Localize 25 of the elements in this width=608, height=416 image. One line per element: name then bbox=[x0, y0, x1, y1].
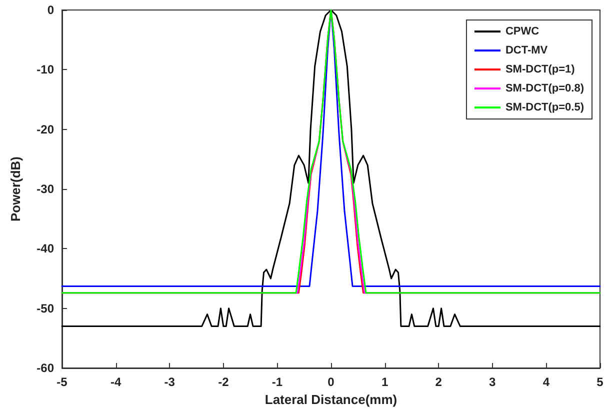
x-tick-label: -2 bbox=[218, 375, 230, 389]
x-axis-title: Lateral Distance(mm) bbox=[264, 392, 398, 407]
y-tick-label: -60 bbox=[36, 361, 54, 375]
x-tick-label: -5 bbox=[56, 375, 68, 389]
legend-label: SM-DCT(p=0.5) bbox=[505, 102, 584, 114]
y-tick-label: -50 bbox=[36, 301, 54, 316]
x-tick-label: -1 bbox=[272, 375, 283, 389]
y-tick-label: -30 bbox=[36, 182, 54, 196]
x-tick-label: 5 bbox=[596, 375, 604, 389]
x-tick-label: -4 bbox=[110, 375, 122, 389]
legend-label: SM-DCT(p=1) bbox=[505, 64, 576, 76]
x-tick-label: -3 bbox=[164, 375, 176, 389]
x-tick-label: 3 bbox=[489, 375, 496, 389]
y-tick-label: -40 bbox=[36, 242, 54, 256]
x-tick-label: 4 bbox=[542, 375, 550, 389]
legend-label: DCT-MV bbox=[505, 44, 548, 56]
legend-label: CPWC bbox=[505, 26, 540, 38]
y-tick-label: -20 bbox=[36, 122, 54, 136]
y-axis-title: Power(dB) bbox=[8, 156, 23, 222]
x-tick-label: 0 bbox=[328, 375, 335, 389]
legend-label: SM-DCT(p=0.8) bbox=[505, 82, 584, 94]
y-tick-label: -10 bbox=[36, 62, 54, 77]
x-tick-label: 1 bbox=[381, 375, 388, 389]
x-tick-label: 2 bbox=[435, 375, 442, 389]
y-tick-label: 0 bbox=[47, 3, 54, 17]
